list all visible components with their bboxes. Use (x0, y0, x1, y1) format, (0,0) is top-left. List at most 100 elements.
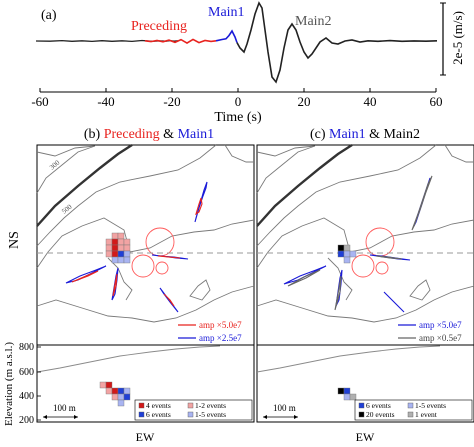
panel-b-title: (b) Preceding & Main1 (84, 127, 214, 142)
panel-c-title-amp: & (366, 127, 384, 142)
topography-profile (36, 345, 221, 373)
event-cell (117, 250, 125, 258)
contour-loop (409, 279, 431, 301)
preceding-label: Preceding (131, 19, 187, 34)
event-grid (337, 244, 357, 264)
particle-motion-main1 (383, 291, 405, 313)
panel-b-section-frame (36, 344, 255, 423)
legend-text: 4 events (146, 401, 171, 410)
scale-bar-label: 100 m (53, 403, 76, 413)
elevation-tick-label: 400 (19, 391, 34, 402)
event-legend-box (354, 399, 473, 421)
elevation-tick-label: 600 (19, 367, 34, 378)
legend-swatch (407, 411, 414, 418)
contour-line (256, 144, 437, 247)
event-legend-box (134, 399, 253, 421)
x-tick-label: 0 (235, 94, 242, 109)
panel-b-label: (b) (84, 127, 101, 142)
event-cell (105, 381, 113, 389)
panel-c-map-frame (256, 144, 474, 346)
event-cell (123, 256, 131, 264)
legend-text: 1-5 events (195, 410, 226, 419)
panel-b-title-amp: & (160, 127, 178, 142)
event-cell (111, 387, 119, 395)
particle-motion-preceding (195, 197, 203, 216)
particle-motion-preceding (163, 293, 175, 307)
vent-circle (365, 227, 395, 257)
section-event-grid (99, 381, 131, 407)
panel-c-title-main2: Main2 (383, 127, 420, 142)
event-cell (105, 238, 113, 246)
main2-label: Main2 (295, 14, 332, 29)
event-cell (111, 244, 119, 252)
event-cell (117, 399, 125, 407)
legend-swatch (138, 411, 145, 418)
event-grid (105, 232, 131, 264)
contour-line (36, 217, 255, 269)
legend-swatch (187, 402, 194, 409)
event-cell (111, 238, 119, 246)
panel-b-title-preceding: Preceding (104, 127, 160, 142)
particle-motion-main2 (287, 269, 321, 287)
scale-bar-label: 100 m (273, 403, 296, 413)
contour-line (256, 217, 474, 269)
panel-c-amp-legend: amp ×5.0e7 amp ×0.5e7 (398, 320, 462, 343)
contour-label-500: 500 (60, 202, 74, 215)
contour-line (36, 145, 96, 157)
topography-profile (256, 345, 441, 373)
event-cell (117, 393, 125, 401)
event-cell (123, 244, 131, 252)
particle-motion-main2 (375, 255, 403, 260)
contour-300 (36, 145, 96, 194)
event-cell (123, 387, 131, 395)
section-event-grid (337, 387, 357, 401)
vent-circle (145, 227, 175, 257)
particle-motion-main1 (283, 265, 327, 285)
contour-index (256, 143, 353, 227)
event-cell (117, 232, 125, 240)
vent-circle (351, 254, 375, 278)
main1-label: Main1 (208, 5, 245, 20)
elevation-tick-label: 200 (19, 415, 34, 426)
event-cell (117, 238, 125, 246)
contour-line (36, 285, 255, 323)
panel-b-title-main1: Main1 (178, 127, 215, 142)
event-cell (111, 232, 119, 240)
panel-b: (b) Preceding & Main1 300 500 (36, 127, 255, 423)
panel-a: (a) Preceding Main1 Main2 -60 -40 -20 0 20 40… (31, 1, 465, 125)
particle-motion-main2 (334, 275, 342, 311)
ew-axis-label-c: EW (356, 430, 375, 444)
legend-text-blue: amp ×5.0e7 (419, 320, 462, 330)
event-cell (117, 244, 125, 252)
panel-c-event-legend: 6 events 1-5 events 20 events 1 event (354, 399, 473, 421)
particle-motion-main1 (194, 181, 208, 223)
elevation-tick-label: 800 (19, 342, 34, 353)
legend-swatch (407, 402, 414, 409)
legend-text-blue: amp ×2.5e7 (199, 333, 242, 343)
panel-b-event-legend: 4 events 1-2 events 6 events 1-5 events (134, 399, 253, 421)
legend-text: 20 events (366, 410, 395, 419)
legend-text: 1-2 events (195, 401, 226, 410)
legend-text: 1-5 events (415, 401, 446, 410)
panel-b-map-frame (36, 144, 255, 346)
ns-axis-label: NS (7, 231, 22, 249)
contour-line (256, 145, 316, 194)
x-tick-label: 40 (364, 94, 377, 109)
particle-motions (283, 175, 433, 313)
event-cell (111, 393, 119, 401)
event-cell (123, 393, 131, 401)
event-cell (337, 244, 345, 252)
event-cell (349, 393, 357, 401)
legend-text-gray: amp ×0.5e7 (419, 333, 462, 343)
event-cell (105, 250, 113, 258)
event-cell (343, 393, 351, 401)
panel-c-section-frame (256, 344, 474, 423)
panel-c-title: (c) Main1 & Main2 (310, 127, 420, 142)
event-cell (117, 256, 125, 264)
event-cell (343, 387, 351, 395)
legend-swatch (187, 411, 194, 418)
panel-b-amp-legend: amp ×5.0e7 amp ×2.5e7 (178, 320, 242, 343)
particle-motion-preceding (112, 273, 118, 297)
panel-c-title-main1: Main1 (329, 127, 366, 142)
